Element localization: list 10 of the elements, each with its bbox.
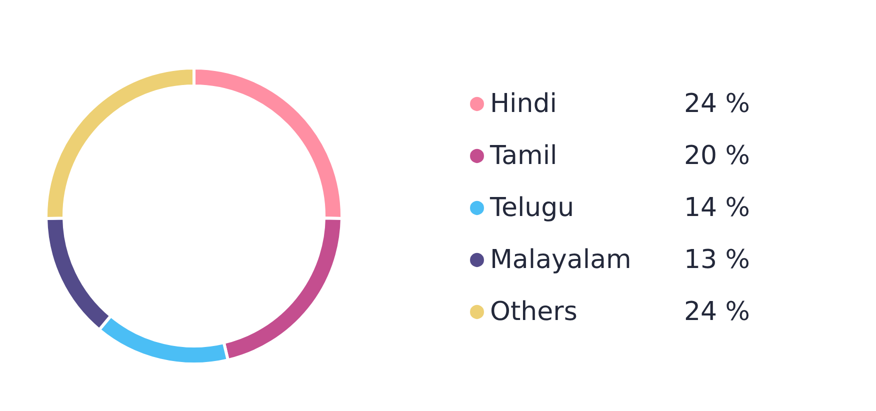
data-label: 24 % bbox=[684, 297, 750, 327]
data-label: 20 % bbox=[684, 141, 750, 171]
legend-label: Tamil bbox=[489, 141, 558, 171]
legend-label: Others bbox=[490, 297, 578, 327]
data-label: 14 % bbox=[684, 193, 750, 223]
data-label: 24 % bbox=[684, 89, 750, 119]
data-label: 13 % bbox=[684, 245, 750, 275]
legend-label: Malayalam bbox=[490, 245, 632, 275]
legend-label: Hindi bbox=[490, 89, 557, 119]
legend-label: Telugu bbox=[489, 193, 574, 223]
